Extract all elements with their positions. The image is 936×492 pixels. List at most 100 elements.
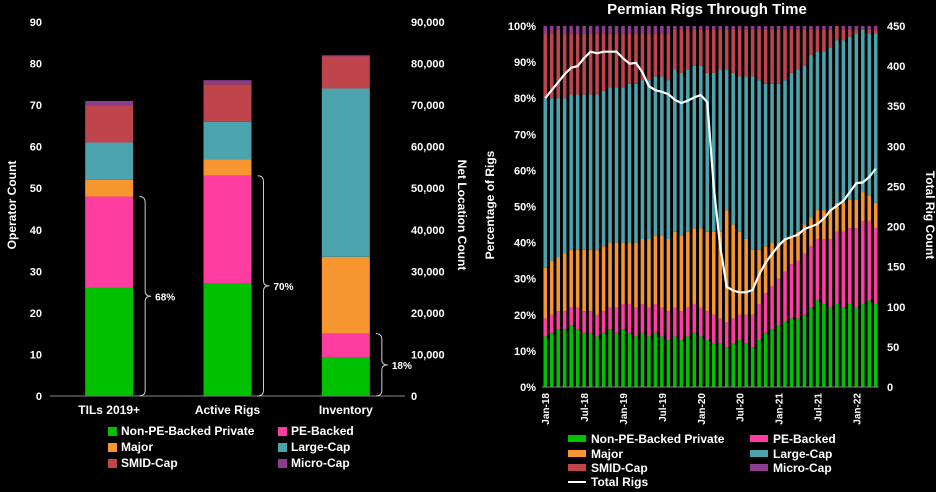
- right-bar-segment-major: [783, 238, 787, 272]
- right-bar-segment-pe: [783, 271, 787, 323]
- right-bar-segment-major: [724, 210, 729, 323]
- right-bar-segment-large: [601, 90, 606, 247]
- right-bar-segment-non_pe: [796, 318, 800, 387]
- right-bar-segment-non_pe: [575, 329, 580, 387]
- right-bar-segment-pe: [718, 318, 723, 344]
- left-bar-segment-pe: [203, 175, 252, 284]
- right-bar-segment-smid: [556, 29, 560, 99]
- left-legend-label: Non-PE-Backed Private: [121, 424, 255, 438]
- right-bar-segment-major: [647, 238, 651, 308]
- right-bar-segment-micro: [556, 26, 560, 30]
- left-y-tick-label: 70: [30, 100, 42, 112]
- right-y-axis-title: Percentage of Rigs: [483, 150, 497, 259]
- right-chart: Permian Rigs Through Time 0% 10% 20% 30% 40%…: [483, 1, 936, 489]
- right-bar-segment-large: [750, 76, 755, 250]
- right-bar-segment-non_pe: [608, 329, 612, 387]
- right-bar-segment-large: [653, 76, 658, 236]
- right-bar-segment-major: [543, 267, 548, 319]
- right-bar-segment-smid: [757, 29, 761, 81]
- right-bar-segment-pe: [854, 228, 859, 308]
- right-bar-segment-pe: [705, 311, 710, 341]
- left-y2-tick-label: 20,000: [411, 308, 445, 320]
- right-bar-segment-major: [731, 224, 735, 319]
- left-y-tick-label: 30: [30, 266, 42, 278]
- right-x-tick-label: Jan-22: [852, 393, 863, 425]
- left-legend-label: SMID-Cap: [121, 456, 178, 470]
- right-bar-segment-pe: [724, 322, 729, 348]
- right-bar-segment-non_pe: [686, 336, 690, 387]
- left-x-tick-label: Inventory: [319, 403, 373, 417]
- left-bar-segment-major: [203, 159, 252, 176]
- right-bar-segment-micro: [744, 26, 748, 30]
- right-bar-segment-non_pe: [731, 343, 735, 387]
- left-bracket: [139, 196, 152, 397]
- right-bar-segment-pe: [621, 303, 625, 330]
- right-bar-segment-pe: [809, 246, 813, 308]
- right-bar-segment-smid: [621, 33, 625, 88]
- right-bar-segment-smid: [724, 29, 729, 70]
- right-y-tick-label: 10%: [514, 346, 536, 358]
- right-x-tick-label: Jul-20: [736, 393, 747, 422]
- left-y2-tick-label: 50,000: [411, 183, 445, 195]
- right-bar-segment-non_pe: [543, 336, 548, 387]
- right-bar-segment-micro: [770, 26, 774, 30]
- right-y2-tick-label: 200: [887, 222, 905, 234]
- right-chart-title: Permian Rigs Through Time: [607, 1, 807, 18]
- right-bar-segment-major: [627, 242, 632, 304]
- right-bar-segment-smid: [711, 29, 716, 73]
- right-bar-segment-pe: [822, 238, 826, 304]
- right-bar-segment-large: [698, 65, 703, 229]
- right-bar-segment-smid: [614, 33, 619, 88]
- left-bar-segment-large: [85, 142, 134, 180]
- right-bar-segment-large: [724, 69, 729, 211]
- right-bar-segment-large: [861, 29, 865, 193]
- right-bar-segment-major: [776, 242, 781, 279]
- left-bar-segment-micro: [321, 55, 370, 57]
- right-bar-segment-major: [802, 224, 807, 254]
- right-bar-segment-micro: [724, 26, 729, 30]
- left-y2-tick-label: 70,000: [411, 100, 445, 112]
- right-bar-segment-smid: [815, 29, 820, 52]
- right-bar-segment-non_pe: [601, 332, 606, 387]
- right-bar-segment-major: [595, 249, 599, 315]
- right-bar-segment-large: [789, 72, 794, 236]
- right-bar-segment-micro: [809, 26, 813, 30]
- right-bar-segment-large: [744, 76, 748, 239]
- right-bar-segment-major: [582, 249, 586, 312]
- right-bar-segment-non_pe: [873, 303, 878, 387]
- right-legend-swatch-large: [750, 450, 768, 457]
- right-bar-segment-pe: [614, 307, 619, 333]
- left-legend-label: Micro-Cap: [291, 456, 350, 470]
- right-bar-segment-pe: [679, 311, 684, 341]
- right-bar-segment-smid: [822, 29, 826, 52]
- left-legend-swatch-pe: [278, 427, 287, 436]
- right-bar-segment-smid: [647, 33, 651, 81]
- right-bar-segment-pe: [608, 307, 612, 330]
- right-bar-segment-pe: [660, 307, 664, 337]
- right-bar-segment-major: [621, 242, 625, 304]
- right-y-tick-label: 20%: [514, 310, 536, 322]
- right-bar-segment-smid: [783, 29, 787, 81]
- right-bar-segment-large: [737, 76, 742, 232]
- right-bar-segment-major: [789, 235, 794, 265]
- left-y-tick-label: 10: [30, 349, 42, 361]
- right-bar-segment-micro: [750, 26, 755, 30]
- right-bar-segment-smid: [686, 29, 690, 70]
- right-bar-segment-micro: [705, 26, 710, 30]
- right-bar-segment-large: [757, 80, 761, 250]
- right-bar-segment-non_pe: [783, 322, 787, 387]
- left-bar-segment-non_pe: [321, 357, 370, 396]
- right-bar-segment-smid: [809, 29, 813, 55]
- right-bar-segment-micro: [666, 26, 671, 34]
- right-bar-segment-non_pe: [815, 300, 820, 387]
- right-y2-tick-label: 150: [887, 262, 905, 274]
- right-bar-segment-non_pe: [549, 332, 554, 387]
- right-bar-segment-micro: [653, 26, 658, 34]
- right-bar-segment-pe: [731, 318, 735, 344]
- left-legend: Non-PE-Backed Private PE-Backed Major Large…: [108, 424, 354, 470]
- right-bar-segment-micro: [601, 26, 606, 34]
- right-bar-segment-major: [796, 231, 800, 261]
- left-x-tick-label: TILs 2019+: [78, 403, 140, 417]
- left-y2-tick-label: 0: [411, 391, 417, 403]
- right-bar-segment-non_pe: [789, 318, 794, 387]
